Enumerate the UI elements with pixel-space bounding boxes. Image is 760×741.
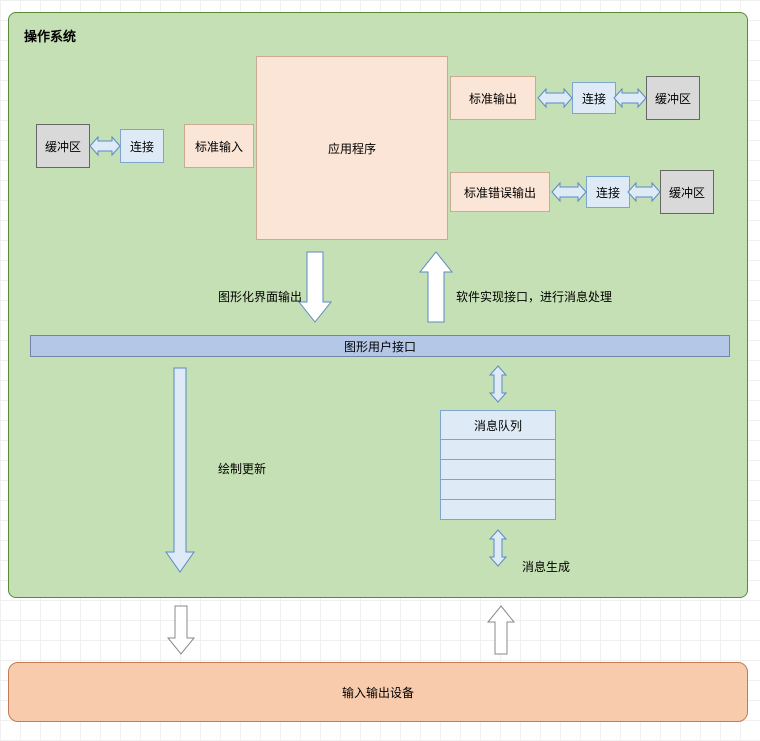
gui-bar: 图形用户接口 <box>30 335 730 357</box>
label-gui-output: 图形化界面输出 <box>218 288 302 305</box>
conn-top-right: 连接 <box>572 82 616 114</box>
arrow-buffer-conn-left <box>90 137 120 155</box>
arrow-gui-draw <box>166 368 194 572</box>
conn-bottom-right: 连接 <box>586 176 630 208</box>
message-queue-row <box>440 500 556 520</box>
buffer-top-right: 缓冲区 <box>646 76 700 120</box>
arrow-os-io-right <box>488 606 514 654</box>
arrow-app-to-gui <box>299 252 331 322</box>
stdin-box: 标准输入 <box>184 124 254 168</box>
os-container-title: 操作系统 <box>24 26 76 45</box>
arrow-stderr-conn <box>552 183 586 201</box>
arrow-gui-to-app <box>420 252 452 322</box>
message-queue-row <box>440 480 556 500</box>
label-software-impl: 软件实现接口，进行消息处理 <box>456 288 612 305</box>
label-msg-gen: 消息生成 <box>522 558 570 575</box>
io-device-box: 输入输出设备 <box>8 662 748 722</box>
message-queue-row <box>440 460 556 480</box>
buffer-left: 缓冲区 <box>36 124 90 168</box>
app-box: 应用程序 <box>256 56 448 240</box>
arrow-os-io-left <box>168 606 194 654</box>
arrow-queue-io <box>490 530 506 566</box>
stdout-box: 标准输出 <box>450 76 536 120</box>
message-queue-header: 消息队列 <box>440 410 556 440</box>
arrow-conn-buffer-top <box>614 89 646 107</box>
conn-left: 连接 <box>120 129 164 163</box>
arrow-conn-buffer-bot <box>628 183 660 201</box>
arrow-gui-queue <box>490 366 506 402</box>
label-draw-update: 绘制更新 <box>218 460 266 477</box>
stderr-box: 标准错误输出 <box>450 172 550 212</box>
arrow-stdout-conn <box>538 89 572 107</box>
buffer-bottom-right: 缓冲区 <box>660 170 714 214</box>
message-queue-row <box>440 440 556 460</box>
